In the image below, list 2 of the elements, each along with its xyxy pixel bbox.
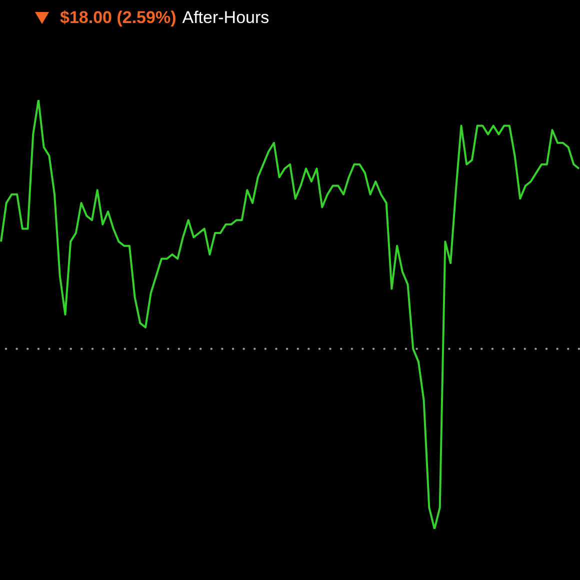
chart-subtitle: After-Hours — [182, 8, 270, 28]
chart-title: $18.00 (2.59%) — [60, 8, 176, 28]
